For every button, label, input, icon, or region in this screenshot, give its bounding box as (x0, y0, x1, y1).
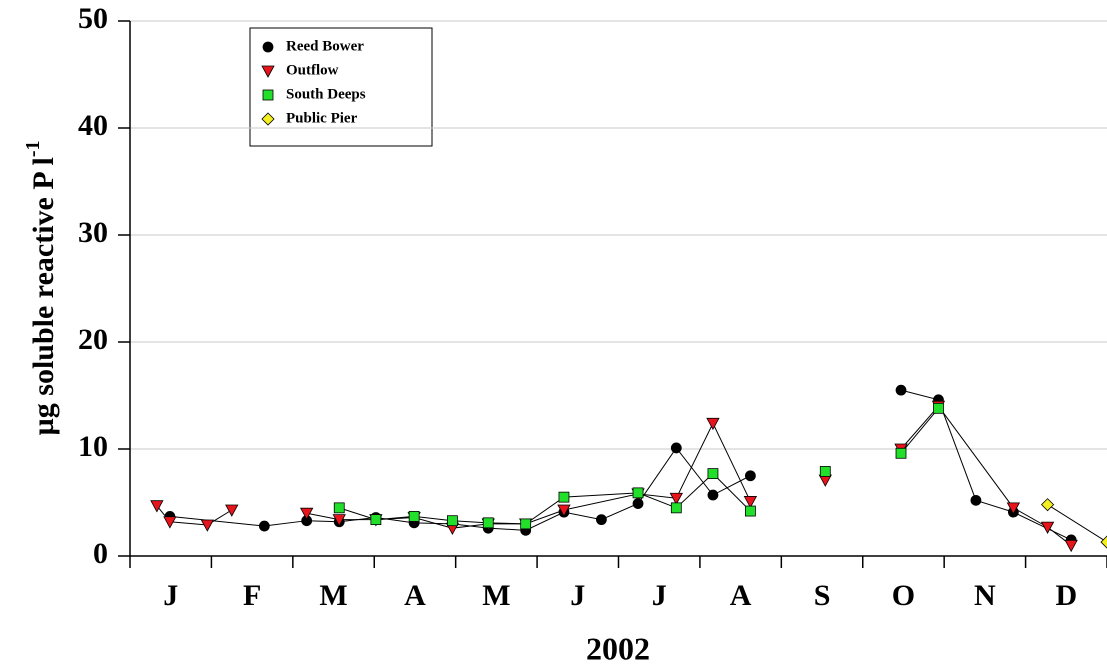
data-point (482, 517, 494, 529)
data-point (744, 505, 756, 517)
y-axis-label: µg soluble reactive P l-1 (22, 140, 60, 435)
data-point (744, 470, 756, 482)
x-tick-label: A (730, 579, 752, 612)
y-tick-label: 20 (78, 323, 108, 356)
legend-label: South Deeps (286, 86, 366, 102)
y-tick-label: 30 (78, 216, 108, 249)
data-point (447, 515, 458, 527)
data-point (150, 500, 164, 513)
y-tick-label: 50 (78, 2, 108, 35)
data-point (1064, 539, 1078, 553)
data-point (520, 518, 532, 530)
data-point (970, 494, 982, 506)
data-point (370, 514, 382, 526)
data-point (1006, 502, 1021, 515)
x-tick-label: J (652, 579, 667, 612)
data-point (632, 487, 644, 499)
data-point (819, 466, 831, 477)
x-tick-label: M (319, 579, 347, 612)
x-tick-label: J (570, 579, 585, 612)
legend-marker (262, 89, 274, 101)
y-tick-label: 40 (78, 109, 108, 142)
legend-marker (261, 65, 275, 78)
x-axis-label: 2002 (586, 630, 650, 666)
data-point (333, 502, 345, 514)
y-tick-label: 0 (93, 537, 108, 570)
data-point (1100, 535, 1107, 549)
x-tick-label: O (892, 579, 915, 612)
data-point (707, 468, 719, 480)
data-point (163, 516, 177, 529)
x-tick-label: A (404, 579, 426, 612)
data-point (1041, 498, 1055, 512)
data-point (596, 514, 607, 526)
data-point (707, 489, 719, 501)
data-point (1040, 521, 1055, 534)
data-point (408, 511, 420, 522)
legend-marker (261, 112, 275, 126)
x-tick-label: N (974, 579, 996, 612)
x-tick-label: S (814, 579, 831, 612)
series-line (1047, 504, 1107, 543)
legend-box (249, 27, 433, 147)
series-line (156, 405, 1072, 546)
data-point (670, 442, 682, 454)
data-point (669, 492, 683, 506)
data-point (557, 504, 571, 517)
data-point (895, 384, 907, 396)
data-point (743, 496, 758, 509)
x-tick-label: J (163, 579, 178, 612)
data-point (332, 514, 346, 527)
data-point (558, 491, 570, 503)
data-point (300, 507, 314, 521)
data-point (895, 447, 907, 459)
data-point (225, 504, 239, 517)
data-point (258, 520, 270, 532)
data-point (933, 402, 944, 414)
x-tick-label: M (482, 579, 510, 612)
data-point (200, 519, 215, 532)
y-label-text: µg soluble reactive P l (27, 157, 60, 435)
y-label-superscript: -1 (22, 140, 44, 157)
legend-label: Outflow (286, 62, 339, 78)
data-point (706, 417, 720, 431)
legend-label: Public Pier (286, 110, 358, 126)
legend-label: Reed Bower (286, 38, 364, 54)
x-tick-label: F (243, 579, 261, 612)
y-tick-label: 10 (78, 430, 108, 463)
legend-marker (262, 41, 274, 53)
data-point (670, 502, 682, 514)
x-tick-label: D (1055, 579, 1077, 612)
